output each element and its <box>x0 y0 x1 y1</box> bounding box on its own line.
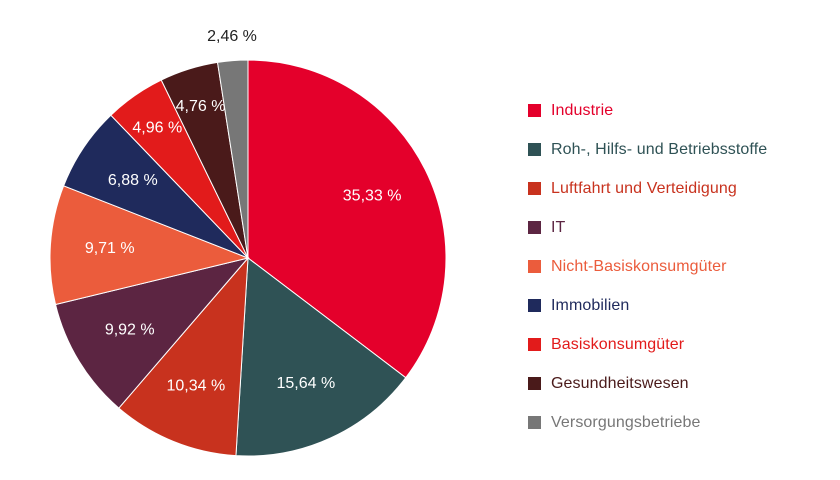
legend-item-immobilien: Immobilien <box>528 286 828 325</box>
legend-swatch <box>528 143 541 156</box>
legend-label: Roh-, Hilfs- und Betriebsstoffe <box>551 140 768 158</box>
data-label-it: 9,92 % <box>105 321 155 338</box>
legend-label: Industrie <box>551 101 614 119</box>
legend-item-gesundheitswesen: Gesundheitswesen <box>528 364 828 403</box>
data-label-immobilien: 6,88 % <box>108 172 158 189</box>
pie-slice-it <box>54 257 250 409</box>
pie-slice-industrie <box>247 59 447 379</box>
data-label-industrie: 35,33 % <box>343 188 402 205</box>
legend-item-basiskonsumgueter: Basiskonsumgüter <box>528 325 828 364</box>
pie-slices <box>49 59 447 457</box>
legend-item-nicht-basiskonsumgueter: Nicht-Basiskonsumgüter <box>528 247 828 286</box>
legend-item-roh-hilfs-betriebsstoffe: Roh-, Hilfs- und Betriebsstoffe <box>528 130 828 169</box>
data-label-nicht-basiskonsumgueter: 9,71 % <box>85 240 135 257</box>
legend-swatch <box>528 221 541 234</box>
legend-item-it: IT <box>528 208 828 247</box>
legend-item-luftfahrt-verteidigung: Luftfahrt und Verteidigung <box>528 169 828 208</box>
pie-slice-luftfahrt-und-verteidigung <box>118 256 249 457</box>
data-label-basiskonsumgueter: 4,96 % <box>132 119 182 136</box>
legend-label: Nicht-Basiskonsumgüter <box>551 257 727 275</box>
legend-swatch <box>528 260 541 273</box>
legend-item-industrie: Industrie <box>528 91 828 130</box>
legend-label: Immobilien <box>551 296 630 314</box>
pie-slice-roh-hilfs-und-betriebsstoffe <box>235 257 407 457</box>
legend-swatch <box>528 377 541 390</box>
pie-slice-nicht-basiskonsumgueter <box>49 185 250 306</box>
legend-swatch <box>528 182 541 195</box>
legend-item-versorgungsbetriebe: Versorgungsbetriebe <box>528 403 828 442</box>
data-label-gesundheitswesen: 4,76 % <box>176 98 226 115</box>
data-label-roh-hilfs-und-betriebsstoffe: 15,64 % <box>276 375 335 392</box>
pie-data-labels: 35,33 % 15,64 % 10,34 % 9,92 % 9,71 % 6,88 % 4… <box>85 28 402 394</box>
legend-label: Basiskonsumgüter <box>551 335 685 353</box>
legend-label: Gesundheitswesen <box>551 374 689 392</box>
data-label-versorgungsbetriebe: 2,46 % <box>207 28 257 45</box>
legend-label: Luftfahrt und Verteidigung <box>551 179 737 197</box>
legend-swatch <box>528 299 541 312</box>
legend-swatch <box>528 416 541 429</box>
legend-swatch <box>528 104 541 117</box>
legend-label: Versorgungsbetriebe <box>551 413 701 431</box>
chart-legend: Industrie Roh-, Hilfs- und Betriebsstoff… <box>528 91 828 442</box>
pie-slice-versorgungsbetriebe <box>216 59 249 259</box>
data-label-luftfahrt-und-verteidigung: 10,34 % <box>166 378 225 395</box>
legend-label: IT <box>551 218 566 236</box>
legend-swatch <box>528 338 541 351</box>
